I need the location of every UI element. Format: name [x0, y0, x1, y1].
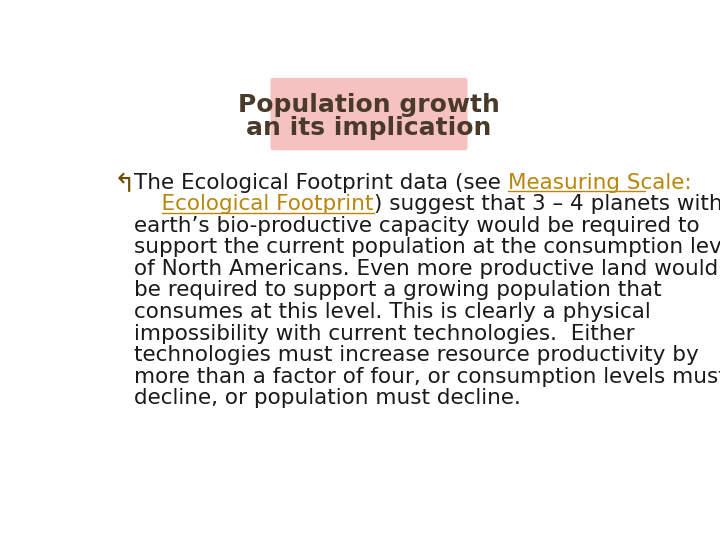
- Text: decline, or population must decline.: decline, or population must decline.: [134, 388, 521, 408]
- Text: consumes at this level. This is clearly a physical: consumes at this level. This is clearly …: [134, 302, 651, 322]
- Text: of North Americans. Even more productive land would: of North Americans. Even more productive…: [134, 259, 719, 279]
- Text: Ecological Footprint: Ecological Footprint: [134, 194, 374, 214]
- Text: The Ecological Footprint data (see: The Ecological Footprint data (see: [134, 173, 508, 193]
- Text: support the current population at the consumption level: support the current population at the co…: [134, 237, 720, 257]
- Text: Population growth: Population growth: [238, 93, 500, 117]
- Text: Measuring Scale:: Measuring Scale:: [508, 173, 691, 193]
- Text: more than a factor of four, or consumption levels must: more than a factor of four, or consumpti…: [134, 367, 720, 387]
- FancyBboxPatch shape: [271, 78, 467, 150]
- Text: ↰: ↰: [113, 173, 135, 199]
- Text: be required to support a growing population that: be required to support a growing populat…: [134, 280, 662, 300]
- Text: ) suggest that 3 – 4 planets with the: ) suggest that 3 – 4 planets with the: [374, 194, 720, 214]
- FancyBboxPatch shape: [88, 61, 650, 484]
- Text: an its implication: an its implication: [246, 116, 492, 140]
- Text: impossibility with current technologies.  Either: impossibility with current technologies.…: [134, 323, 635, 343]
- Text: technologies must increase resource productivity by: technologies must increase resource prod…: [134, 345, 699, 365]
- Text: earth’s bio-productive capacity would be required to: earth’s bio-productive capacity would be…: [134, 215, 700, 236]
